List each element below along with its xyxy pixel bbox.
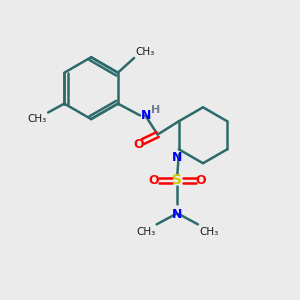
Text: CH₃: CH₃ — [136, 46, 155, 56]
Text: O: O — [134, 138, 144, 151]
Text: N: N — [172, 208, 182, 221]
Text: CH₃: CH₃ — [136, 227, 155, 237]
Text: CH₃: CH₃ — [200, 227, 219, 237]
Text: CH₃: CH₃ — [27, 114, 47, 124]
Text: O: O — [196, 174, 206, 187]
Text: N: N — [141, 109, 151, 122]
Text: N: N — [172, 151, 182, 164]
Text: S: S — [172, 173, 182, 187]
Text: H: H — [151, 105, 160, 115]
Text: O: O — [148, 174, 159, 187]
